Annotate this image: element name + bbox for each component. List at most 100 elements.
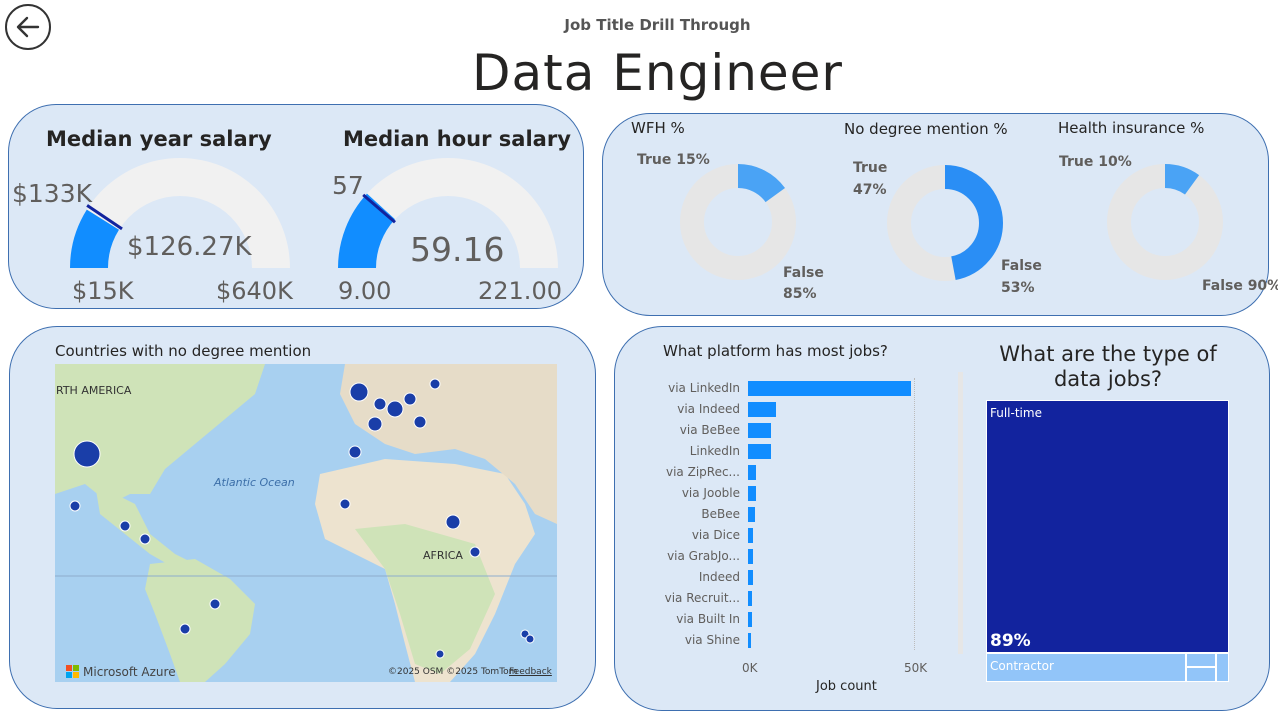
job-types-title: What are the type of data jobs?	[980, 342, 1236, 392]
gauge-target	[86, 204, 123, 231]
bar[interactable]	[748, 549, 753, 564]
year-salary-gauge[interactable]	[50, 140, 310, 280]
contractor-label: Contractor	[990, 659, 1054, 673]
bar-category-label: Indeed	[698, 570, 740, 584]
wfh-false-pct: 85%	[783, 286, 817, 302]
no-degree-false-pct: 53%	[1001, 280, 1035, 296]
wfh-true-label: True 15%	[637, 152, 710, 168]
bar[interactable]	[748, 423, 772, 438]
map-title: Countries with no degree mention	[55, 342, 312, 360]
hour-salary-gauge[interactable]	[318, 140, 578, 280]
bar-category-label: via Shine	[684, 633, 740, 647]
job-types-title-line1: What are the type of	[999, 342, 1217, 366]
south-america-land	[145, 559, 255, 682]
map-label-ocean: Atlantic Ocean	[214, 476, 295, 489]
job-type-fulltime-tile[interactable]: Full-time 89%	[986, 400, 1229, 653]
no-degree-true-label: True	[853, 160, 888, 176]
job-type-small-tile[interactable]	[1186, 667, 1216, 682]
microsoft-logo-icon	[66, 665, 80, 679]
bar[interactable]	[748, 570, 753, 585]
no-degree-title: No degree mention %	[844, 120, 1008, 138]
job-type-small-tile[interactable]	[1216, 653, 1229, 682]
bar-category-label: via ZipRec...	[666, 465, 740, 479]
year-max-label: $640K	[216, 277, 293, 305]
middle-east-land	[485, 454, 557, 524]
health-true-label: True 10%	[1059, 154, 1132, 170]
wfh-title: WFH %	[631, 119, 685, 137]
gauge-track	[70, 158, 290, 268]
north-america-land	[55, 364, 265, 504]
x-gridline-50k	[914, 378, 915, 650]
bar-category-label: via Indeed	[677, 402, 740, 416]
platform-chart-title: What platform has most jobs?	[663, 342, 888, 360]
x-axis-title: Job count	[816, 679, 877, 694]
job-types-title-line2: data jobs?	[1053, 367, 1163, 391]
page-subtitle: Job Title Drill Through	[564, 16, 751, 34]
bar-category-label: LinkedIn	[689, 444, 740, 458]
donut-true-slice	[1107, 164, 1223, 280]
bar-category-label: via Recruit...	[664, 591, 740, 605]
europe-land	[340, 364, 557, 464]
map-label-north-america: RTH AMERICA	[56, 384, 132, 397]
map-feedback-link[interactable]: Feedback	[509, 667, 552, 677]
bar[interactable]	[748, 591, 753, 606]
gauge-track	[338, 158, 558, 268]
no-degree-false-label: False	[1001, 258, 1042, 274]
bar[interactable]	[748, 528, 754, 543]
hour-target-label: 57	[332, 171, 364, 200]
map-attribution: ©2025 OSM ©2025 TomTom	[388, 667, 518, 677]
health-false-label: False 90%	[1202, 278, 1278, 294]
bar[interactable]	[748, 402, 777, 417]
bar-category-label: via Dice	[691, 528, 740, 542]
world-map[interactable]	[55, 364, 557, 682]
chart-scrollbar[interactable]	[958, 372, 963, 654]
bar-category-label: via Built In	[676, 612, 740, 626]
no-degree-donut[interactable]	[880, 158, 1010, 288]
hour-salary-title: Median hour salary	[343, 127, 571, 151]
map-canvas	[55, 364, 557, 682]
gauge-fill	[338, 193, 395, 268]
wfh-donut[interactable]	[673, 157, 803, 287]
hour-value-label: 59.16	[410, 230, 505, 269]
platform-bar-chart[interactable]: via LinkedIn via Indeed via BeBee LinkedIn v…	[660, 378, 950, 648]
africa-green	[355, 524, 495, 674]
x-tick-50k: 50K	[904, 661, 928, 675]
bar-category-label: via LinkedIn	[668, 381, 740, 395]
bar[interactable]	[748, 633, 751, 648]
gauge-target	[362, 193, 396, 224]
back-button[interactable]	[5, 4, 51, 50]
bar-category-label: via BeBee	[679, 423, 740, 437]
bar-category-label: BeBee	[701, 507, 740, 521]
map-bubbles	[69, 378, 535, 659]
year-salary-title: Median year salary	[46, 127, 272, 151]
map-label-africa: AFRICA	[423, 549, 463, 562]
bar-category-label: via Jooble	[681, 486, 740, 500]
no-degree-true-pct: 47%	[853, 182, 887, 198]
bar[interactable]	[748, 444, 771, 459]
donut-true-slice	[680, 164, 796, 280]
x-tick-0k: 0K	[742, 661, 758, 675]
fulltime-label: Full-time	[990, 406, 1042, 420]
job-type-small-tile[interactable]	[1186, 653, 1216, 667]
hour-max-label: 221.00	[478, 277, 562, 305]
health-title: Health insurance %	[1058, 119, 1205, 137]
year-target-label: $133K	[12, 179, 93, 208]
arrow-left-icon	[16, 16, 40, 38]
bar-category-label: via GrabJo...	[667, 549, 740, 563]
bar[interactable]	[748, 465, 757, 480]
page-title: Data Engineer	[472, 44, 843, 102]
percent-donuts-card	[602, 113, 1269, 316]
health-donut[interactable]	[1100, 157, 1230, 287]
bar[interactable]	[748, 486, 756, 501]
bar[interactable]	[748, 381, 911, 396]
donut-true-slice	[887, 165, 1003, 281]
gauge-fill	[70, 209, 119, 268]
year-value-label: $126.27K	[127, 232, 252, 262]
hour-min-label: 9.00	[338, 277, 392, 305]
bar[interactable]	[748, 612, 752, 627]
central-america-land	[95, 484, 195, 574]
wfh-false-label: False	[783, 265, 824, 281]
job-type-contractor-tile[interactable]: Contractor	[986, 653, 1186, 682]
bar[interactable]	[748, 507, 756, 522]
fulltime-pct: 89%	[990, 631, 1031, 651]
